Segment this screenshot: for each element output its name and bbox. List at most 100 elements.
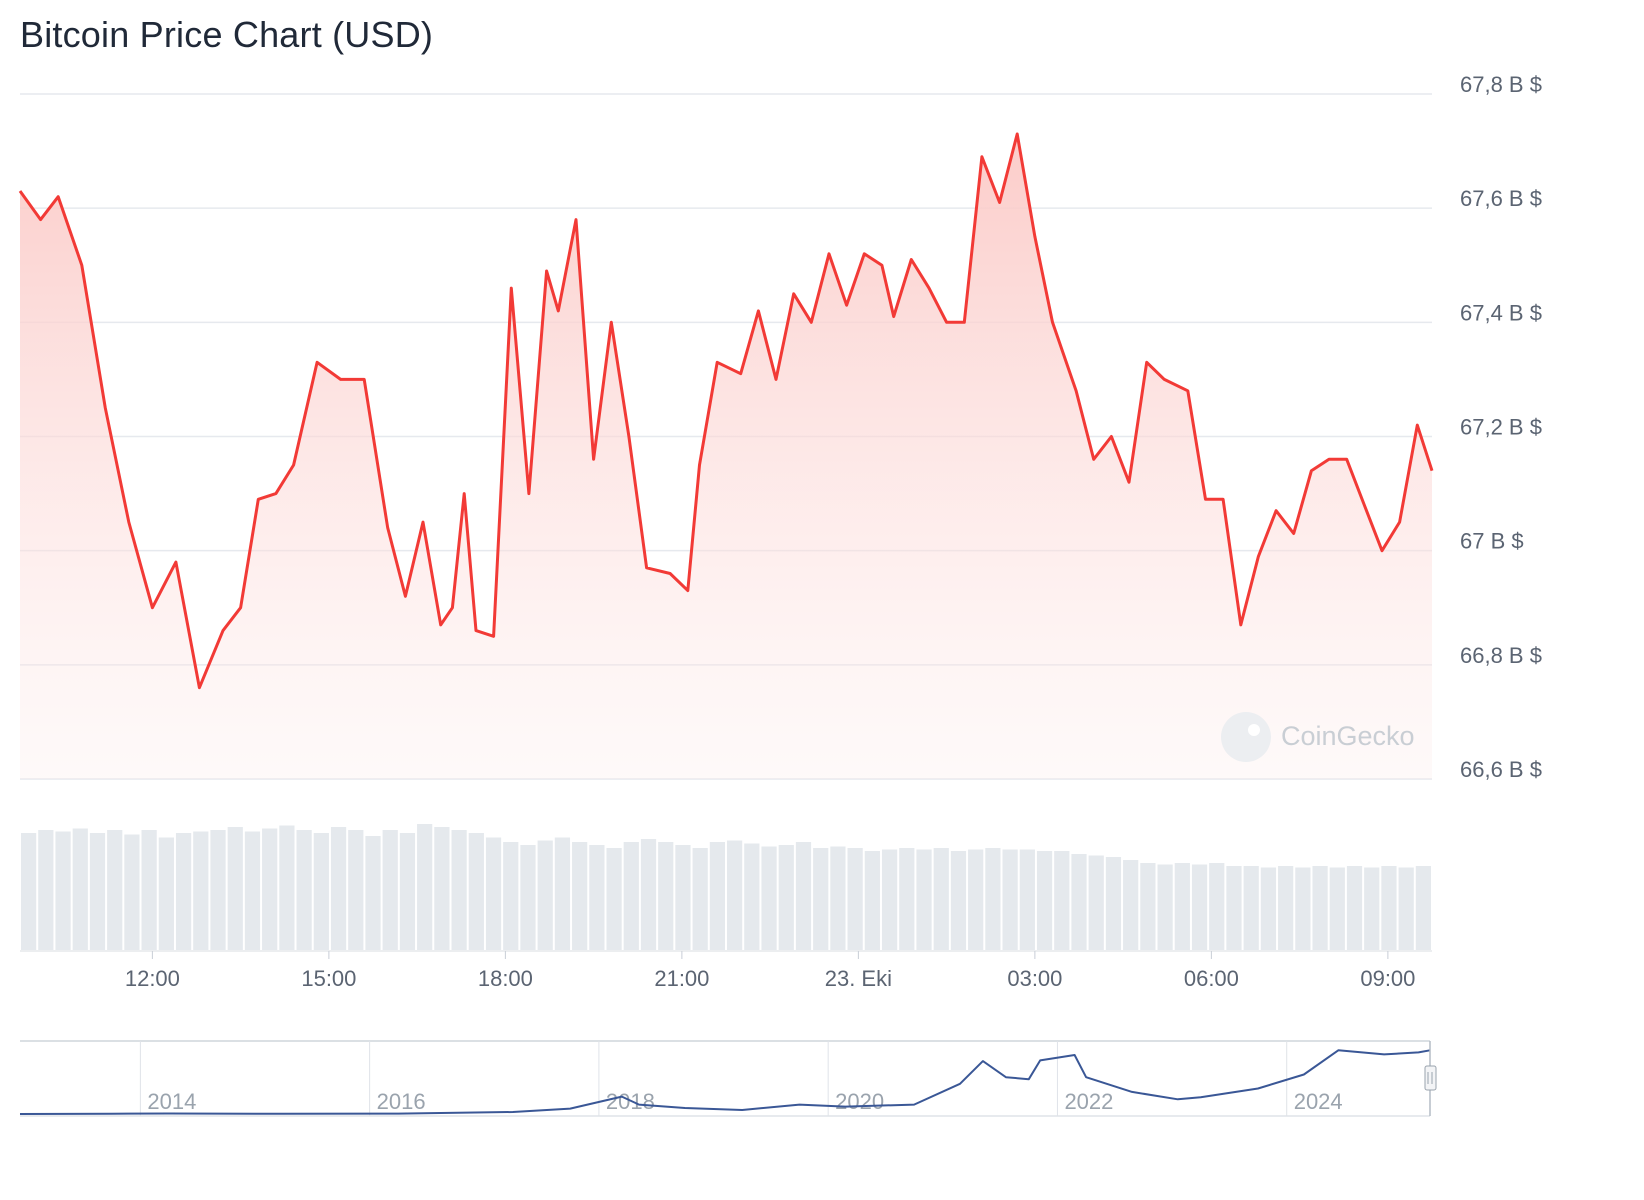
volume-bar <box>847 848 863 950</box>
x-tick-label: 09:00 <box>1360 966 1415 991</box>
volume-bar <box>589 845 605 950</box>
navigator-year-label: 2020 <box>835 1089 884 1114</box>
navigator-line <box>19 1049 1431 1115</box>
volume-bar <box>1209 863 1225 950</box>
volume-bar <box>1260 867 1277 950</box>
x-tick-label: 15:00 <box>301 966 356 991</box>
volume-bar <box>950 851 967 950</box>
volume-bar <box>227 827 243 950</box>
volume-bar <box>1295 867 1311 950</box>
volume-bar <box>1019 849 1035 950</box>
volume-bar <box>399 833 416 950</box>
volume-bar <box>1088 855 1104 950</box>
volume-bar <box>1398 867 1414 950</box>
volume-bar <box>296 830 312 950</box>
volume-bar <box>1381 866 1397 950</box>
volume-bar <box>1226 866 1242 950</box>
volume-bar <box>348 830 364 950</box>
y-tick-label: 66,8 B $ <box>1460 643 1542 668</box>
navigator-background <box>20 1041 1430 1116</box>
navigator-year-label: 2016 <box>377 1089 426 1114</box>
volume-bar <box>899 848 915 950</box>
volume-bar <box>262 828 278 950</box>
volume-bar <box>933 848 949 950</box>
volume-bar <box>158 837 174 950</box>
volume-bar <box>1054 851 1070 950</box>
volume-bar <box>1278 866 1294 950</box>
volume-bar <box>193 831 209 950</box>
volume-bar <box>675 845 691 950</box>
volume-bar <box>640 839 657 950</box>
volume-bar <box>107 830 123 950</box>
x-axis-labels: 12:00 15:00 18:00 21:00 23. Eki 03:00 06:00 09:… <box>125 951 1415 991</box>
y-tick-label: 67,4 B $ <box>1460 300 1542 325</box>
volume-bar <box>1157 864 1173 950</box>
volume-bar <box>38 830 54 950</box>
volume-bar <box>124 834 140 950</box>
y-tick-label: 67,8 B $ <box>1460 72 1542 97</box>
volume-bar <box>830 846 846 950</box>
navigator-year-label: 2022 <box>1064 1089 1113 1114</box>
volume-bar <box>727 840 743 950</box>
volume-bar <box>537 840 553 950</box>
volume-bars <box>20 824 1432 952</box>
y-tick-label: 67,6 B $ <box>1460 186 1542 211</box>
navigator-handle[interactable] <box>1424 1065 1437 1091</box>
price-line <box>18 132 1434 690</box>
volume-bar <box>1105 857 1122 950</box>
volume-bar <box>279 825 295 950</box>
volume-bar <box>365 836 381 950</box>
volume-bar <box>520 845 536 950</box>
x-tick-label: 21:00 <box>654 966 709 991</box>
volume-bar <box>744 843 760 950</box>
range-navigator[interactable]: 2014 2016 2018 2020 2022 2024 <box>19 1040 1437 1117</box>
coingecko-watermark: CoinGecko <box>1221 712 1415 762</box>
chart-title: Bitcoin Price Chart (USD) <box>20 14 434 55</box>
volume-bar <box>658 842 674 950</box>
volume-bar <box>330 827 347 950</box>
y-tick-label: 66,6 B $ <box>1460 757 1542 782</box>
volume-bar <box>382 830 398 950</box>
volume-bar <box>503 842 519 950</box>
x-tick-label: 12:00 <box>125 966 180 991</box>
volume-bar <box>485 837 502 950</box>
volume-bar <box>1140 863 1156 950</box>
volume-bar <box>813 848 829 950</box>
volume-bar <box>89 833 106 950</box>
volume-bar <box>864 851 880 950</box>
volume-bar <box>468 833 484 950</box>
volume-bar <box>692 848 708 950</box>
x-tick-label: 03:00 <box>1007 966 1062 991</box>
volume-bar <box>1243 866 1259 950</box>
volume-bar <box>1329 867 1345 950</box>
volume-bar <box>709 842 725 950</box>
volume-bar <box>451 830 467 950</box>
navigator-year-label: 2024 <box>1294 1089 1343 1114</box>
x-tick-label: 06:00 <box>1184 966 1239 991</box>
volume-bar <box>623 842 639 950</box>
x-tick-label: 23. Eki <box>825 966 892 991</box>
volume-bar <box>1036 851 1053 950</box>
volume-bar <box>244 831 261 950</box>
volume-bar <box>881 849 898 950</box>
volume-bar <box>1002 849 1018 950</box>
volume-bar <box>1364 867 1380 950</box>
volume-bar <box>417 824 433 950</box>
coingecko-eye-icon <box>1248 724 1260 736</box>
volume-bar <box>761 846 777 950</box>
volume-bar <box>795 842 812 950</box>
volume-bar <box>210 830 226 950</box>
volume-bar <box>175 833 192 950</box>
watermark-text: CoinGecko <box>1281 721 1415 751</box>
volume-bar <box>1346 866 1363 950</box>
volume-bar <box>554 837 571 950</box>
volume-bar <box>313 833 329 950</box>
volume-bar <box>985 848 1001 950</box>
volume-bar <box>72 828 88 950</box>
volume-bar <box>434 827 450 950</box>
volume-bar <box>1415 866 1431 950</box>
navigator-year-label: 2014 <box>147 1089 196 1114</box>
y-axis-labels: 66,6 B $ 66,8 B $ 67 B $ 67,2 B $ 67,4 B $ 67… <box>1460 72 1542 782</box>
price-area <box>20 134 1432 779</box>
